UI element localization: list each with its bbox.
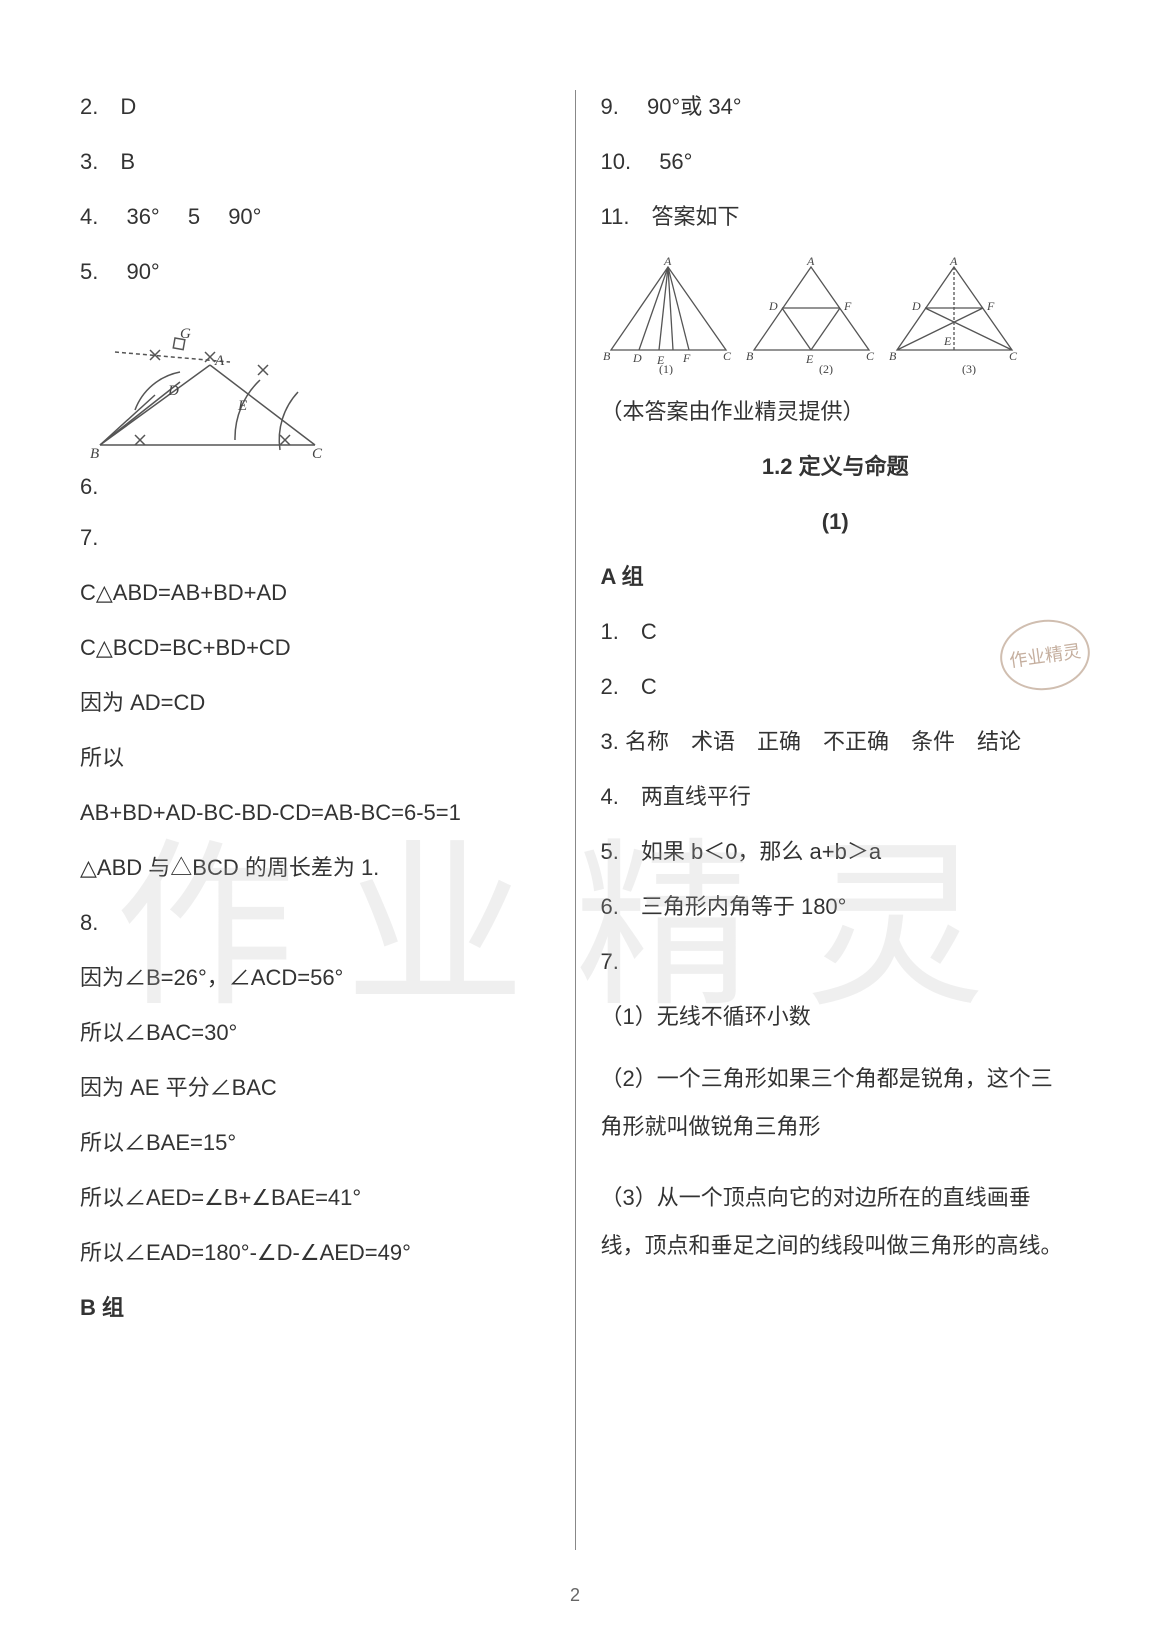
answer-line: 6. — [80, 470, 550, 503]
figure-construction: G A D E B C — [80, 310, 550, 460]
svg-text:F: F — [986, 299, 995, 313]
answer-line: 5. 90° — [80, 255, 550, 288]
svg-text:F: F — [682, 351, 691, 365]
svg-text:(2): (2) — [819, 362, 833, 375]
svg-text:E: E — [943, 334, 952, 348]
figure-label-d: D — [167, 383, 179, 399]
answer-line: 8. — [80, 906, 550, 939]
answer-line: △ABD 与△BCD 的周长差为 1. — [80, 851, 550, 884]
answer-line: 4. 两直线平行 — [601, 780, 1071, 813]
svg-text:B: B — [889, 349, 897, 363]
answer-line: （2）一个三角形如果三个角都是锐角，这个三角形就叫做锐角三角形 — [601, 1055, 1071, 1152]
figure-label-g: G — [180, 326, 191, 342]
figure-label-b: B — [90, 446, 99, 460]
two-column-layout: 2. D 3. B 4. 36° 5 90° 5. 90° — [60, 90, 1090, 1550]
page-number: 2 — [570, 1585, 580, 1606]
svg-text:D: D — [768, 299, 778, 313]
answer-line: （1）无线不循环小数 — [601, 1000, 1071, 1033]
svg-text:B: B — [746, 349, 754, 363]
svg-text:E: E — [805, 352, 814, 366]
svg-text:C: C — [1009, 349, 1018, 363]
left-column: 2. D 3. B 4. 36° 5 90° 5. 90° — [60, 90, 576, 1550]
right-column: 9. 90°或 34° 10. 56° 11. 答案如下 A B D E F — [576, 90, 1091, 1550]
svg-text:D: D — [632, 351, 642, 365]
svg-text:(1): (1) — [659, 362, 673, 375]
section-heading: 1.2 定义与命题 — [601, 450, 1071, 483]
triangle-figure-2: A D F B E C (2) — [744, 255, 879, 375]
answer-line: 11. 答案如下 — [601, 200, 1071, 233]
answer-line: 所以∠AED=∠B+∠BAE=41° — [80, 1181, 550, 1214]
answer-line: C△ABD=AB+BD+AD — [80, 576, 550, 609]
group-b-heading: B 组 — [80, 1291, 550, 1324]
figure-label-e: E — [237, 398, 247, 414]
figure-label-c: C — [312, 446, 323, 460]
answer-line: C△BCD=BC+BD+CD — [80, 631, 550, 664]
answer-line: 5. 如果 b＜0，那么 a+b＞a — [601, 835, 1071, 868]
answer-line: 3. B — [80, 145, 550, 178]
answer-line: 因为 AD=CD — [80, 686, 550, 719]
answer-line: 所以∠BAC=30° — [80, 1016, 550, 1049]
svg-text:D: D — [911, 299, 921, 313]
answer-line: 7. — [80, 521, 550, 554]
sub-heading: (1) — [601, 505, 1071, 538]
answer-line: 所以 — [80, 741, 550, 774]
svg-text:B: B — [603, 349, 611, 363]
svg-text:A: A — [806, 255, 815, 268]
answer-line: 7. — [601, 945, 1071, 978]
svg-text:A: A — [949, 255, 958, 268]
answer-line: 1. C — [601, 615, 1071, 648]
answer-line: 6. 三角形内角等于 180° — [601, 890, 1071, 923]
svg-text:C: C — [723, 349, 732, 363]
answer-line: 因为∠B=26°，∠ACD=56° — [80, 961, 550, 994]
answer-line: AB+BD+AD-BC-BD-CD=AB-BC=6-5=1 — [80, 796, 550, 829]
answer-line: 2. C — [601, 670, 1071, 703]
figure-triangles-row: A B D E F C (1) A D — [601, 255, 1071, 375]
group-a-heading: A 组 — [601, 560, 1071, 593]
triangle-figure-3: A D F B E C (3) — [887, 255, 1022, 375]
answer-line: 9. 90°或 34° — [601, 90, 1071, 123]
answer-line: 10. 56° — [601, 145, 1071, 178]
svg-text:A: A — [663, 255, 672, 268]
answer-line: 2. D — [80, 90, 550, 123]
answer-line: 3. 名称 术语 正确 不正确 条件 结论 — [601, 725, 1071, 758]
figure-label-a: A — [214, 353, 225, 369]
answer-line: 因为 AE 平分∠BAC — [80, 1071, 550, 1104]
svg-text:F: F — [843, 299, 852, 313]
answer-line: （本答案由作业精灵提供） — [601, 395, 1071, 428]
answer-line: 所以∠EAD=180°-∠D-∠AED=49° — [80, 1236, 550, 1269]
triangle-figure-1: A B D E F C (1) — [601, 255, 736, 375]
answer-line: 所以∠BAE=15° — [80, 1126, 550, 1159]
svg-text:C: C — [866, 349, 875, 363]
answer-line: （3）从一个顶点向它的对边所在的直线画垂线，顶点和垂足之间的线段叫做三角形的高线… — [601, 1174, 1071, 1271]
answer-line: 4. 36° 5 90° — [80, 200, 550, 233]
svg-text:(3): (3) — [962, 362, 976, 375]
